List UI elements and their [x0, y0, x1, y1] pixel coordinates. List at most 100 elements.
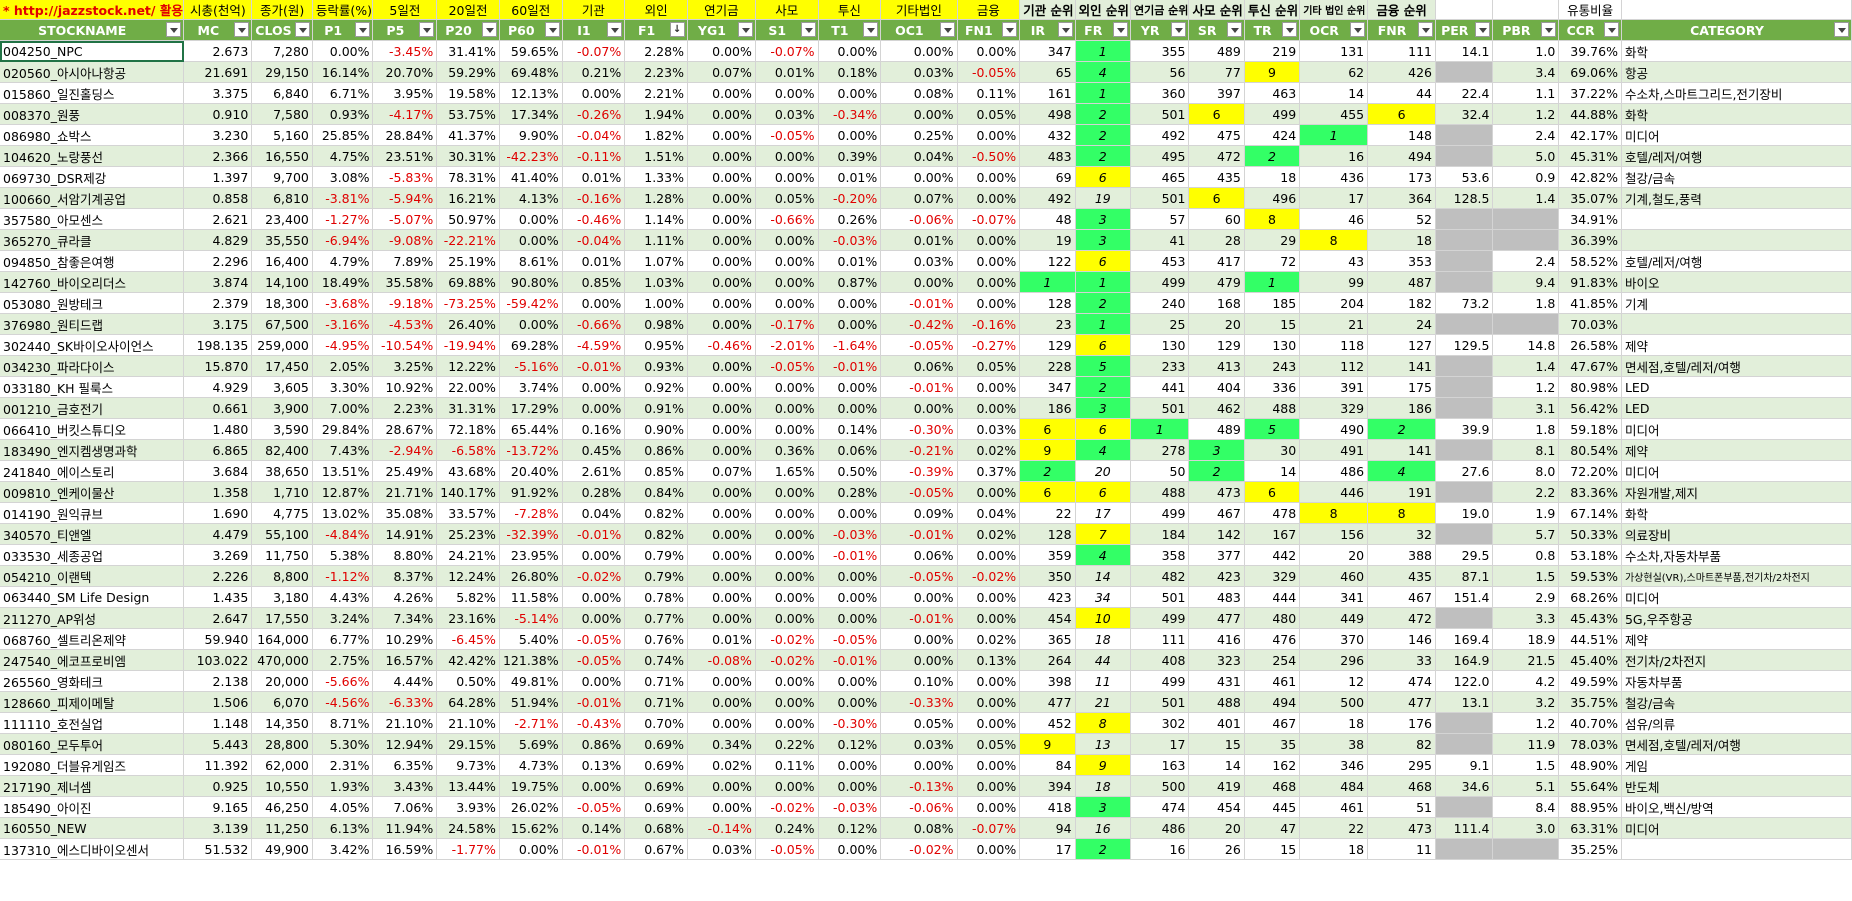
cell-s1[interactable]: 0.00%	[755, 481, 819, 503]
cell-tr[interactable]: 468	[1244, 775, 1301, 797]
cell-pbr[interactable]: 1.8	[1492, 418, 1560, 440]
cell-tr[interactable]: 30	[1244, 439, 1301, 461]
cell-fr[interactable]: 3	[1075, 397, 1131, 419]
cell-mc[interactable]: 1.397	[183, 166, 253, 188]
cell-p1[interactable]: 6.71%	[312, 82, 374, 104]
cell-pbr[interactable]	[1492, 838, 1560, 860]
cell-i1[interactable]: -0.05%	[562, 628, 626, 650]
cell-ocr[interactable]: 329	[1299, 397, 1369, 419]
cell-yg1[interactable]: 0.00%	[687, 313, 756, 335]
cell-category[interactable]: 호텔/레저/여행	[1621, 145, 1852, 167]
filter-dropdown-icon[interactable]	[1171, 22, 1187, 37]
cell-oc1[interactable]: 0.00%	[880, 754, 958, 776]
column-header-ocr[interactable]: OCR	[1299, 19, 1369, 41]
cell-pbr[interactable]: 2.9	[1492, 586, 1560, 608]
cell-p20[interactable]: 25.23%	[436, 523, 500, 545]
cell-f1[interactable]: 0.69%	[624, 775, 688, 797]
cell-fn1[interactable]: 0.00%	[957, 838, 1021, 860]
cell-p1[interactable]: 16.14%	[312, 61, 374, 83]
cell-f1[interactable]: 0.74%	[624, 649, 688, 671]
cell-f1[interactable]: 0.92%	[624, 376, 688, 398]
cell-p60[interactable]: -7.28%	[499, 502, 563, 524]
cell-yg1[interactable]: 0.00%	[687, 103, 756, 125]
cell-clos[interactable]: 3,605	[251, 376, 313, 398]
cell-mc[interactable]: 51.532	[183, 838, 253, 860]
cell-p5[interactable]: 28.84%	[372, 124, 438, 146]
cell-t1[interactable]: -0.03%	[818, 796, 882, 818]
cell-p5[interactable]: 6.35%	[372, 754, 438, 776]
cell-p20[interactable]: -6.45%	[436, 628, 500, 650]
cell-ccr[interactable]: 80.54%	[1558, 439, 1622, 461]
sort-desc-filter-icon[interactable]	[669, 22, 685, 37]
cell-category[interactable]: 수소차,자동차부품	[1621, 544, 1852, 566]
cell-oc1[interactable]: 0.03%	[880, 250, 958, 272]
cell-fr[interactable]: 6	[1075, 418, 1131, 440]
cell-p20[interactable]: 24.58%	[436, 817, 500, 839]
cell-per[interactable]	[1435, 355, 1494, 377]
table-row[interactable]: 001210_금호전기 0.661 3,900 7.00% 2.23% 31.31% 17.…	[0, 397, 1852, 419]
cell-stockname[interactable]: 001210_금호전기	[0, 397, 185, 419]
cell-f1[interactable]: 0.79%	[624, 565, 688, 587]
cell-ocr[interactable]: 500	[1299, 691, 1369, 713]
cell-per[interactable]	[1435, 523, 1494, 545]
cell-fn1[interactable]: 0.05%	[957, 733, 1021, 755]
cell-i1[interactable]: -0.04%	[562, 229, 626, 251]
cell-stockname[interactable]: 160550_NEW	[0, 817, 185, 839]
cell-f1[interactable]: 0.71%	[624, 670, 688, 692]
cell-oc1[interactable]: 0.00%	[880, 397, 958, 419]
filter-dropdown-icon[interactable]	[1282, 22, 1298, 37]
cell-i1[interactable]: 0.14%	[562, 817, 626, 839]
cell-fr[interactable]: 1	[1075, 313, 1131, 335]
cell-p60[interactable]: -13.72%	[499, 439, 563, 461]
cell-stockname[interactable]: 365270_큐라클	[0, 229, 185, 251]
cell-p60[interactable]: 59.65%	[499, 40, 563, 62]
cell-ccr[interactable]: 59.18%	[1558, 418, 1622, 440]
table-row[interactable]: 094850_참좋은여행 2.296 16,400 4.79% 7.89% 25.19% 8…	[0, 250, 1852, 272]
cell-pbr[interactable]: 1.2	[1492, 712, 1560, 734]
cell-per[interactable]: 164.9	[1435, 649, 1494, 671]
cell-yg1[interactable]: 0.00%	[687, 208, 756, 230]
cell-i1[interactable]: 0.21%	[562, 61, 626, 83]
cell-yr[interactable]: 408	[1130, 649, 1190, 671]
filter-dropdown-icon[interactable]	[737, 22, 753, 37]
cell-p20[interactable]: 0.50%	[436, 670, 500, 692]
cell-i1[interactable]: -0.16%	[562, 187, 626, 209]
cell-clos[interactable]: 9,700	[251, 166, 313, 188]
cell-s1[interactable]: -0.66%	[755, 208, 819, 230]
column-header-per[interactable]: PER	[1435, 19, 1494, 41]
cell-oc1[interactable]: 0.00%	[880, 103, 958, 125]
cell-per[interactable]: 27.6	[1435, 460, 1494, 482]
filter-dropdown-icon[interactable]	[544, 22, 560, 37]
cell-p5[interactable]: 8.80%	[372, 544, 438, 566]
cell-ir[interactable]: 17	[1019, 838, 1076, 860]
cell-p1[interactable]: 0.93%	[312, 103, 374, 125]
cell-fn1[interactable]: 0.02%	[957, 439, 1021, 461]
cell-t1[interactable]: -0.01%	[818, 649, 882, 671]
cell-pbr[interactable]: 1.5	[1492, 754, 1560, 776]
cell-yg1[interactable]: 0.00%	[687, 82, 756, 104]
column-header-s1[interactable]: S1	[755, 19, 819, 41]
cell-ir[interactable]: 418	[1019, 796, 1076, 818]
cell-category[interactable]: 미디어	[1621, 460, 1852, 482]
cell-stockname[interactable]: 183490_엔지켐생명과학	[0, 439, 185, 461]
cell-clos[interactable]: 8,800	[251, 565, 313, 587]
cell-p60[interactable]: -5.16%	[499, 355, 563, 377]
cell-sr[interactable]: 475	[1188, 124, 1245, 146]
cell-clos[interactable]: 46,250	[251, 796, 313, 818]
cell-tr[interactable]: 478	[1244, 502, 1301, 524]
cell-mc[interactable]: 2.647	[183, 607, 253, 629]
cell-s1[interactable]: 0.00%	[755, 376, 819, 398]
cell-fnr[interactable]: 435	[1367, 565, 1437, 587]
cell-i1[interactable]: 0.45%	[562, 439, 626, 461]
cell-i1[interactable]: 0.16%	[562, 418, 626, 440]
cell-fn1[interactable]: 0.00%	[957, 229, 1021, 251]
cell-fnr[interactable]: 487	[1367, 271, 1437, 293]
cell-category[interactable]: LED	[1621, 376, 1852, 398]
cell-t1[interactable]: 0.50%	[818, 460, 882, 482]
cell-p1[interactable]: 7.43%	[312, 439, 374, 461]
cell-stockname[interactable]: 111110_호전실업	[0, 712, 185, 734]
cell-pbr[interactable]: 2.4	[1492, 250, 1560, 272]
cell-p5[interactable]: 2.23%	[372, 397, 438, 419]
cell-fnr[interactable]: 111	[1367, 40, 1437, 62]
cell-ccr[interactable]: 49.59%	[1558, 670, 1622, 692]
